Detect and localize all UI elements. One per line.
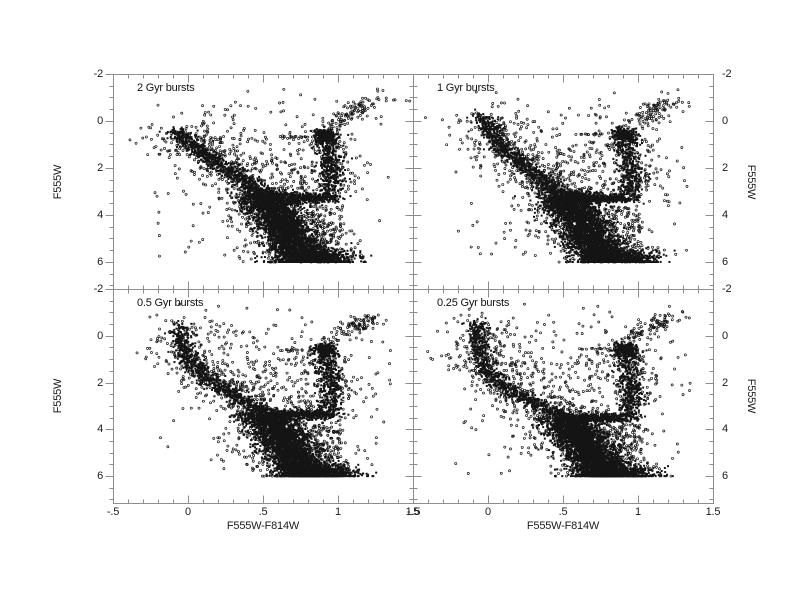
panel-title-2gyr: 2 Gyr bursts xyxy=(137,82,195,94)
x-tick-label: -.5 xyxy=(406,506,420,518)
x-tick-label: 0 xyxy=(485,506,491,518)
x-tick-label: -.5 xyxy=(106,506,120,518)
y-tick-label: -2 xyxy=(93,283,104,295)
y-tick-label: -2 xyxy=(722,68,732,80)
y-tick-label: 4 xyxy=(97,423,103,436)
y-tick-label: -2 xyxy=(722,283,732,295)
x-tick-label: 1.5 xyxy=(405,506,421,518)
y-tick-label: 0 xyxy=(97,329,103,342)
panel-title-1gyr: 1 Gyr bursts xyxy=(437,82,495,94)
y-tick-label: -2 xyxy=(93,68,104,80)
panel-title-05gyr: 0.5 Gyr bursts xyxy=(137,297,204,309)
y-axis-title: F555W xyxy=(745,164,757,199)
y-tick-label: 0 xyxy=(722,329,728,342)
x-tick-label: 1.5 xyxy=(705,506,721,518)
y-axis-title: F555W xyxy=(52,378,64,414)
y-tick-label: 4 xyxy=(97,208,103,221)
x-tick-label: .5 xyxy=(258,506,268,518)
y-tick-label: 2 xyxy=(97,161,103,174)
y-tick-label: 6 xyxy=(97,470,103,483)
y-tick-label: 4 xyxy=(722,423,728,436)
x-tick-label: .5 xyxy=(558,506,568,518)
y-tick-label: 4 xyxy=(722,208,728,221)
panel-title-025gyr: 0.25 Gyr bursts xyxy=(437,297,510,309)
y-tick-label: 6 xyxy=(722,470,728,483)
x-tick-label: 1 xyxy=(335,506,341,518)
x-tick-label: 1 xyxy=(635,506,641,518)
y-tick-label: 0 xyxy=(722,114,728,127)
y-axis-title: F555W xyxy=(52,164,64,199)
y-tick-label: 6 xyxy=(722,255,728,268)
y-axis-title: F555W xyxy=(745,378,757,414)
x-axis-title: F555W-F814W xyxy=(526,520,600,532)
x-axis-title: F555W-F814W xyxy=(226,520,300,532)
y-tick-label: 6 xyxy=(97,255,103,268)
y-tick-label: 0 xyxy=(97,114,103,127)
y-tick-label: 2 xyxy=(722,376,728,389)
x-tick-label: 0 xyxy=(185,506,191,518)
y-tick-label: 2 xyxy=(722,161,728,174)
y-tick-label: 2 xyxy=(97,376,103,389)
